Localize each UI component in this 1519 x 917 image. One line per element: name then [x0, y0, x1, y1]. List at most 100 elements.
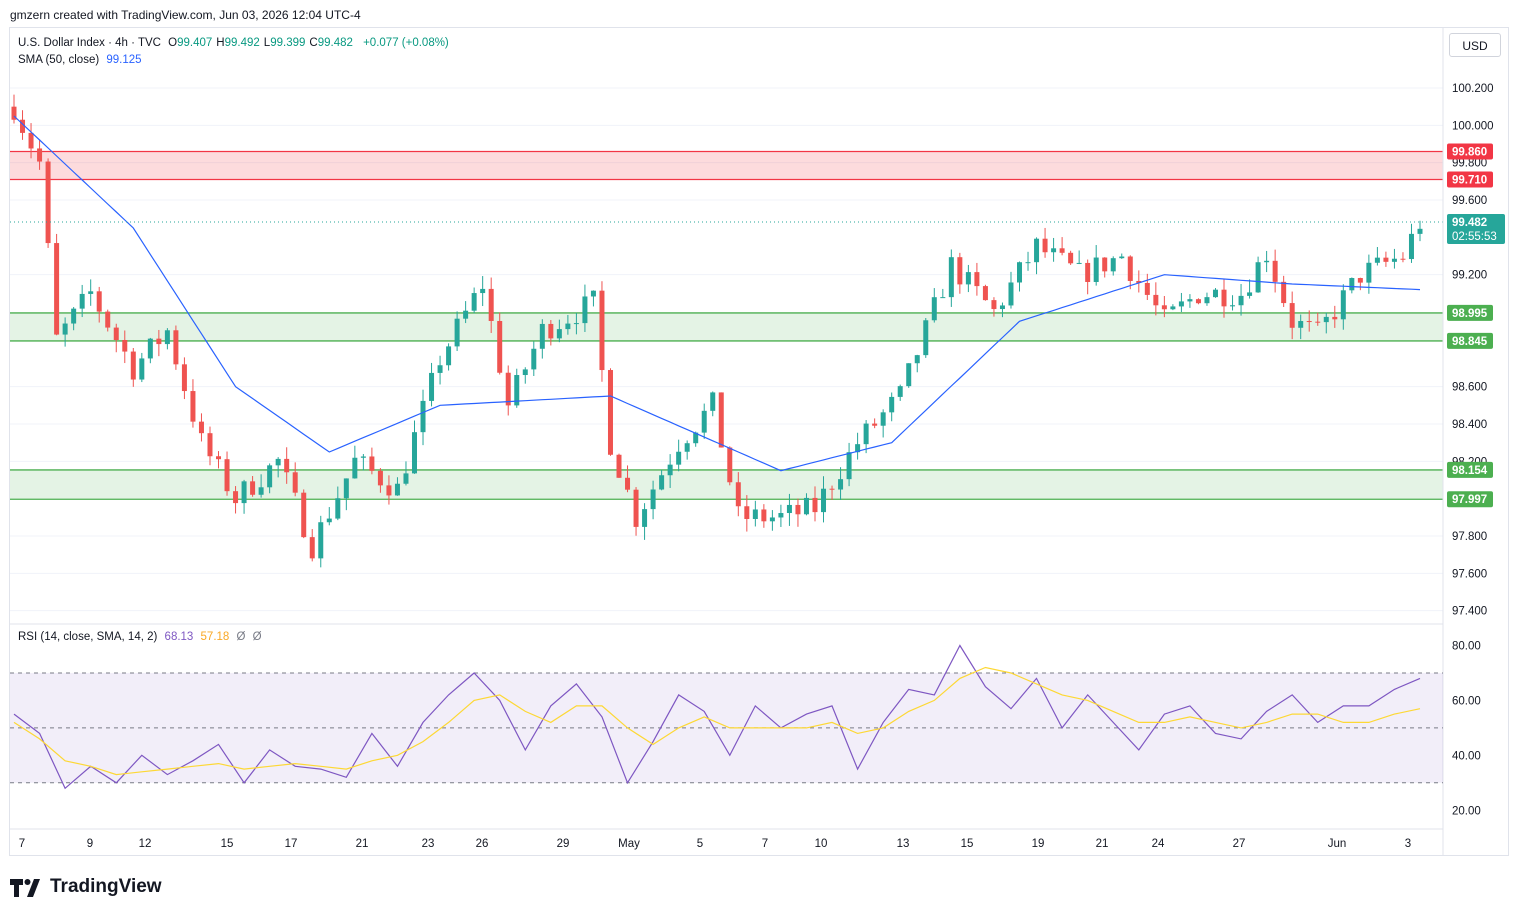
rsi-pane [10, 644, 1443, 790]
candle-up [1170, 306, 1176, 310]
candle-up [1187, 299, 1193, 302]
candle-up [446, 346, 452, 366]
time-tick-label: 9 [87, 838, 93, 850]
candle-down [11, 106, 17, 120]
candle-up [1323, 316, 1329, 323]
candle-up [62, 323, 68, 335]
candle-down [497, 320, 503, 373]
candle-down [1068, 252, 1074, 264]
time-tick-label: 21 [1096, 838, 1109, 850]
candle-up [522, 369, 528, 376]
tradingview-logo[interactable]: TradingView [10, 876, 162, 898]
candle-up [650, 489, 656, 510]
candle-up [480, 288, 486, 294]
legend-change: +0.077 (+0.08%) [363, 37, 449, 49]
time-tick-label: 7 [762, 838, 768, 850]
candle-up [1110, 258, 1116, 272]
candle-down [548, 323, 554, 339]
price-tick-label: 99.600 [1452, 195, 1487, 207]
candle-down [301, 492, 307, 538]
price-tick-label: 99.200 [1452, 270, 1487, 282]
candle-up [821, 488, 827, 513]
candle-down [1161, 305, 1167, 310]
legend-sma-label[interactable]: SMA (50, close) [18, 54, 100, 66]
resistance-tag-label: 99.860 [1452, 146, 1487, 158]
candle-up [752, 509, 758, 519]
candle-down [377, 470, 383, 486]
candle-up [889, 396, 895, 413]
candle-up [1349, 278, 1355, 291]
candle-up [471, 293, 477, 311]
currency-button[interactable]: USD [1449, 33, 1501, 57]
candle-down [1059, 248, 1065, 253]
candle-down [198, 421, 204, 434]
candle-up [1051, 248, 1057, 253]
candle-up [1255, 262, 1261, 293]
legend-sma-row: SMA (50, close) 99.125 [18, 52, 449, 69]
candle-up [335, 498, 341, 519]
ohlc-value: 99.482 [317, 37, 353, 49]
candle-down [37, 148, 43, 162]
support-zone [10, 469, 1443, 500]
candle-down [735, 482, 741, 507]
last-price-label: 99.482 [1452, 217, 1487, 229]
candle-up [539, 323, 545, 349]
resistance-tag-label: 99.710 [1452, 174, 1487, 186]
candle-down [105, 311, 111, 328]
candle-down [96, 291, 102, 312]
price-tick-label: 100.000 [1452, 120, 1494, 132]
candle-down [488, 288, 494, 321]
candle-down [812, 497, 818, 513]
candle-up [1247, 292, 1253, 296]
candle-up [1093, 257, 1099, 282]
price-tick-label: 100.200 [1452, 83, 1494, 95]
candle-up [906, 363, 912, 387]
candle-up [352, 457, 358, 479]
candle-up [1212, 289, 1218, 298]
support-tag-label: 98.154 [1452, 465, 1488, 477]
rsi-extra-1: Ø [236, 631, 246, 643]
candle-down [1042, 238, 1048, 253]
price-tick-label: 98.600 [1452, 382, 1487, 394]
candle-down [1144, 282, 1150, 295]
candle-down [233, 491, 239, 504]
tradingview-logo-icon [10, 879, 40, 897]
candle-down [1315, 321, 1321, 323]
time-tick-label: 10 [815, 838, 828, 850]
support-tag-label: 98.995 [1452, 308, 1488, 320]
time-axis: 7 9 12 15 17 21 23 26 29 May 5 7 10 13 15 19 21 24 27 Jun 3 [19, 838, 1411, 850]
chart-credit: gmzern created with TradingView.com, Jun… [10, 8, 361, 22]
time-tick-label: 23 [422, 838, 435, 850]
legend-ohlc: O99.407 H99.492 L99.399 C99.482 [168, 37, 357, 49]
rsi-tick-label: 80.00 [1452, 640, 1481, 652]
candle-up [769, 517, 775, 522]
support-zone [10, 312, 1443, 341]
ohlc-key: L [263, 37, 271, 49]
rsi-tick-label: 60.00 [1452, 695, 1481, 707]
candle-down [207, 433, 213, 457]
candle-down [216, 456, 222, 460]
candle-down [173, 330, 179, 365]
candle-up [164, 330, 170, 345]
candle-up [565, 323, 571, 330]
candle-up [514, 375, 520, 406]
rsi-label[interactable]: RSI (14, close, SMA, 14, 2) [18, 631, 158, 643]
candle-down [122, 340, 128, 352]
candle-up [139, 358, 145, 380]
legend-symbol[interactable]: U.S. Dollar Index · 4h · TVC [18, 37, 161, 49]
candle-down [957, 257, 963, 285]
ohlc-key: O [168, 37, 178, 49]
candle-down [113, 327, 119, 341]
time-tick-label: 17 [285, 838, 298, 850]
candle-down [625, 477, 631, 490]
candle-down [1127, 256, 1133, 281]
candle-up [241, 481, 247, 504]
candle-down [284, 458, 290, 473]
candle-up [360, 456, 366, 458]
candle-up [1178, 301, 1184, 307]
candle-up [420, 400, 426, 433]
candle-down [250, 481, 256, 495]
candle-down [130, 351, 136, 380]
resistance-zone [10, 151, 1443, 180]
